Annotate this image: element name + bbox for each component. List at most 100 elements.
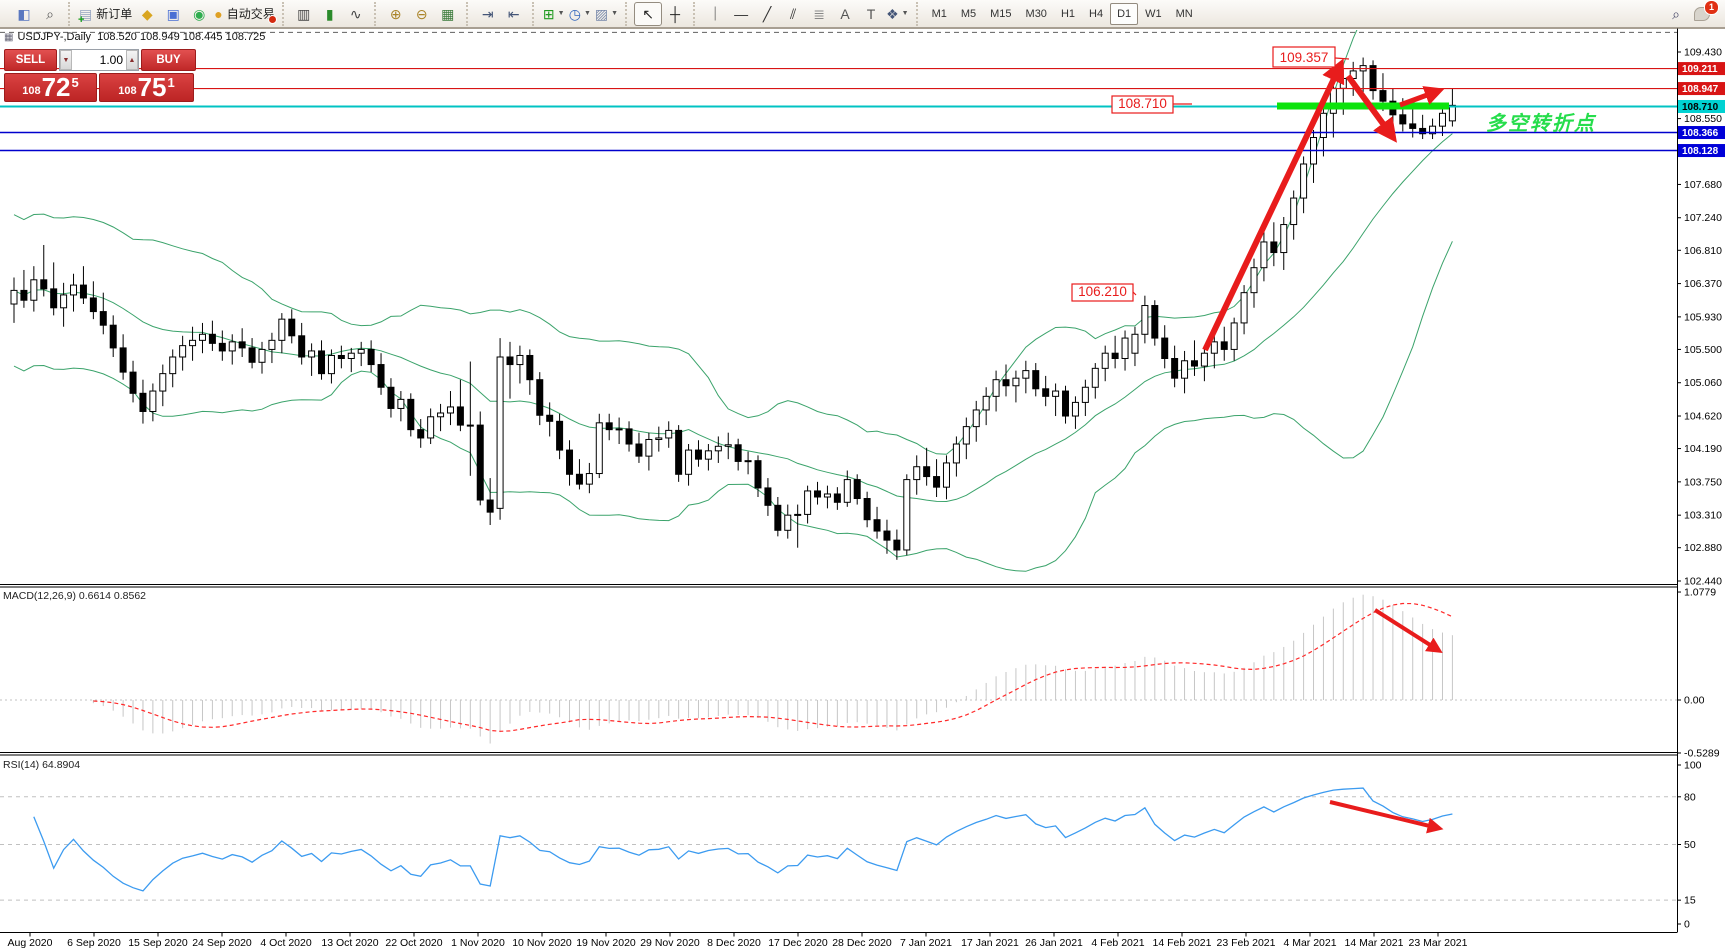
- timeframe-h4[interactable]: H4: [1089, 7, 1104, 20]
- timeframe-group: M1 M5 M15 M30 H1 H4 D1 W1 MN: [915, 1, 1205, 26]
- buy-button[interactable]: BUY: [141, 49, 196, 71]
- svg-text:8 Dec 2020: 8 Dec 2020: [707, 937, 761, 949]
- candle-body: [496, 356, 504, 509]
- gold-bars-button[interactable]: ◆: [134, 3, 160, 25]
- price-tag-box[interactable]: [1272, 46, 1336, 68]
- time-axis[interactable]: Aug 2020 6 Sep 2020 15 Sep 2020 24 Sep 2020…: [8, 932, 1468, 950]
- candle-body: [278, 318, 286, 341]
- svg-text:6 Sep 2020: 6 Sep 2020: [67, 937, 121, 949]
- toolbar-group-3: ⊕ ⊖ ▦: [373, 1, 466, 26]
- candle-body: [655, 437, 663, 440]
- tile-windows-button[interactable]: ▦: [435, 3, 461, 25]
- trend-arrow[interactable]: [1345, 74, 1397, 143]
- volume-increase-button[interactable]: ▲: [126, 50, 138, 70]
- auto-scroll-button[interactable]: ⇤: [501, 3, 527, 25]
- templates-button[interactable]: ▨ ▼: [593, 3, 620, 25]
- candle-body: [605, 422, 613, 431]
- sell-button[interactable]: SELL: [4, 49, 57, 71]
- vertical-line-button[interactable]: ｜: [702, 3, 728, 25]
- candle-body: [437, 412, 445, 418]
- svg-text:7 Jan 2021: 7 Jan 2021: [900, 937, 952, 949]
- timeframe-m30[interactable]: M30: [1025, 7, 1047, 20]
- indicators-button[interactable]: ⊞ ▼: [541, 3, 567, 25]
- notifications-button[interactable]: 1: [1689, 0, 1719, 25]
- chevron-down-icon: ▼: [901, 10, 909, 17]
- autotrading-button[interactable]: ● 自动交易: [212, 3, 277, 25]
- trend-arrow[interactable]: [1373, 608, 1443, 654]
- horizontal-line-button[interactable]: —: [728, 3, 754, 25]
- autotrading-label: 自动交易: [226, 6, 275, 21]
- candle-body: [1141, 305, 1149, 335]
- toolbar-group-1: ▤ + 新订单 ◆ ▣ ◉ ● 自动交易: [68, 1, 282, 26]
- timeframe-h1[interactable]: H1: [1060, 7, 1075, 20]
- tile-windows-icon: ▦: [441, 5, 455, 22]
- timeframe-mn[interactable]: MN: [1175, 7, 1193, 20]
- timeframe-w1[interactable]: W1: [1145, 7, 1162, 20]
- trend-arrow[interactable]: [1399, 86, 1445, 108]
- periods-icon: ◷: [568, 5, 581, 22]
- candle-body: [60, 294, 68, 309]
- zoom-out-button[interactable]: ⊖: [409, 3, 435, 25]
- candle-body: [764, 487, 772, 506]
- toolbar-group-7: ｜ — ╱ ⫽ ≣ A T ❖ ▼: [693, 1, 916, 26]
- terminal-button[interactable]: ▣: [160, 3, 186, 25]
- market-watch-button[interactable]: ⌕: [37, 3, 63, 25]
- shift-end-button[interactable]: ⇥: [475, 3, 501, 25]
- new-order-button[interactable]: ▤ + 新订单: [77, 3, 134, 26]
- svg-text:13 Oct 2020: 13 Oct 2020: [321, 937, 378, 949]
- trend-arrow[interactable]: [1329, 800, 1444, 834]
- candle-body: [615, 428, 623, 431]
- buy-price[interactable]: 108 75 1: [99, 73, 194, 102]
- timeframe-m5[interactable]: M5: [960, 7, 977, 20]
- svg-text:105.060: 105.060: [1684, 377, 1722, 389]
- candle-body: [1319, 112, 1327, 139]
- text-label-button[interactable]: T: [858, 3, 884, 25]
- timeframe-m15[interactable]: M15: [990, 7, 1012, 20]
- candle-body: [1032, 370, 1040, 390]
- text-label-icon: T: [866, 5, 876, 22]
- candle-body: [536, 379, 544, 416]
- chart-window-icon: ◧: [17, 5, 31, 22]
- shapes-button[interactable]: ❖ ▼: [884, 3, 911, 25]
- candle-body: [853, 479, 861, 500]
- candle-body: [1200, 352, 1208, 367]
- candle-body: [1339, 77, 1347, 89]
- svg-text:15 Sep 2020: 15 Sep 2020: [128, 937, 188, 949]
- indicators-icon: ⊞: [542, 5, 555, 22]
- crosshair-button[interactable]: ┼: [662, 3, 688, 25]
- text-button[interactable]: A: [832, 3, 858, 25]
- fibonacci-button[interactable]: ≣: [806, 3, 832, 25]
- trendline-button[interactable]: ╱: [754, 3, 780, 25]
- candle-body: [694, 449, 702, 460]
- price-axis[interactable]: 109.430 108.550 107.680 107.240 106.810 106.3…: [1677, 47, 1725, 931]
- volume-decrease-button[interactable]: ▼: [60, 50, 72, 70]
- candle-body: [198, 333, 206, 341]
- trend-arrow[interactable]: [1202, 58, 1345, 352]
- candle-body: [30, 279, 38, 301]
- volume-input[interactable]: [72, 50, 126, 70]
- equidistant-channel-button[interactable]: ⫽: [780, 3, 806, 25]
- sell-price[interactable]: 108 72 5: [4, 73, 97, 102]
- zoom-in-button[interactable]: ⊕: [383, 3, 409, 25]
- timeframe-d1[interactable]: D1: [1110, 2, 1139, 25]
- line-chart-button[interactable]: ∿: [343, 3, 369, 25]
- candle-body: [774, 504, 782, 531]
- search-button[interactable]: ⌕: [1663, 3, 1689, 25]
- price-tag-box[interactable]: [1111, 95, 1174, 114]
- candle-body: [1240, 292, 1248, 324]
- green-support-bar[interactable]: [1277, 102, 1449, 110]
- chart-window-button[interactable]: ◧: [11, 3, 37, 25]
- cursor-button[interactable]: ↖: [634, 1, 663, 26]
- candle-body: [992, 379, 1000, 397]
- candle-body: [337, 354, 345, 360]
- candlestick-chart-button[interactable]: ▮: [317, 3, 343, 25]
- candle-body: [506, 356, 514, 366]
- price-tag-box[interactable]: [1071, 283, 1134, 302]
- bar-chart-button[interactable]: ▥: [291, 3, 317, 25]
- svg-text:100: 100: [1684, 760, 1702, 772]
- timeframe-m1[interactable]: M1: [931, 7, 947, 20]
- periods-button[interactable]: ◷ ▼: [567, 3, 593, 25]
- horizontal-level-lines: [0, 31, 1677, 152]
- signal-button[interactable]: ◉: [186, 3, 212, 25]
